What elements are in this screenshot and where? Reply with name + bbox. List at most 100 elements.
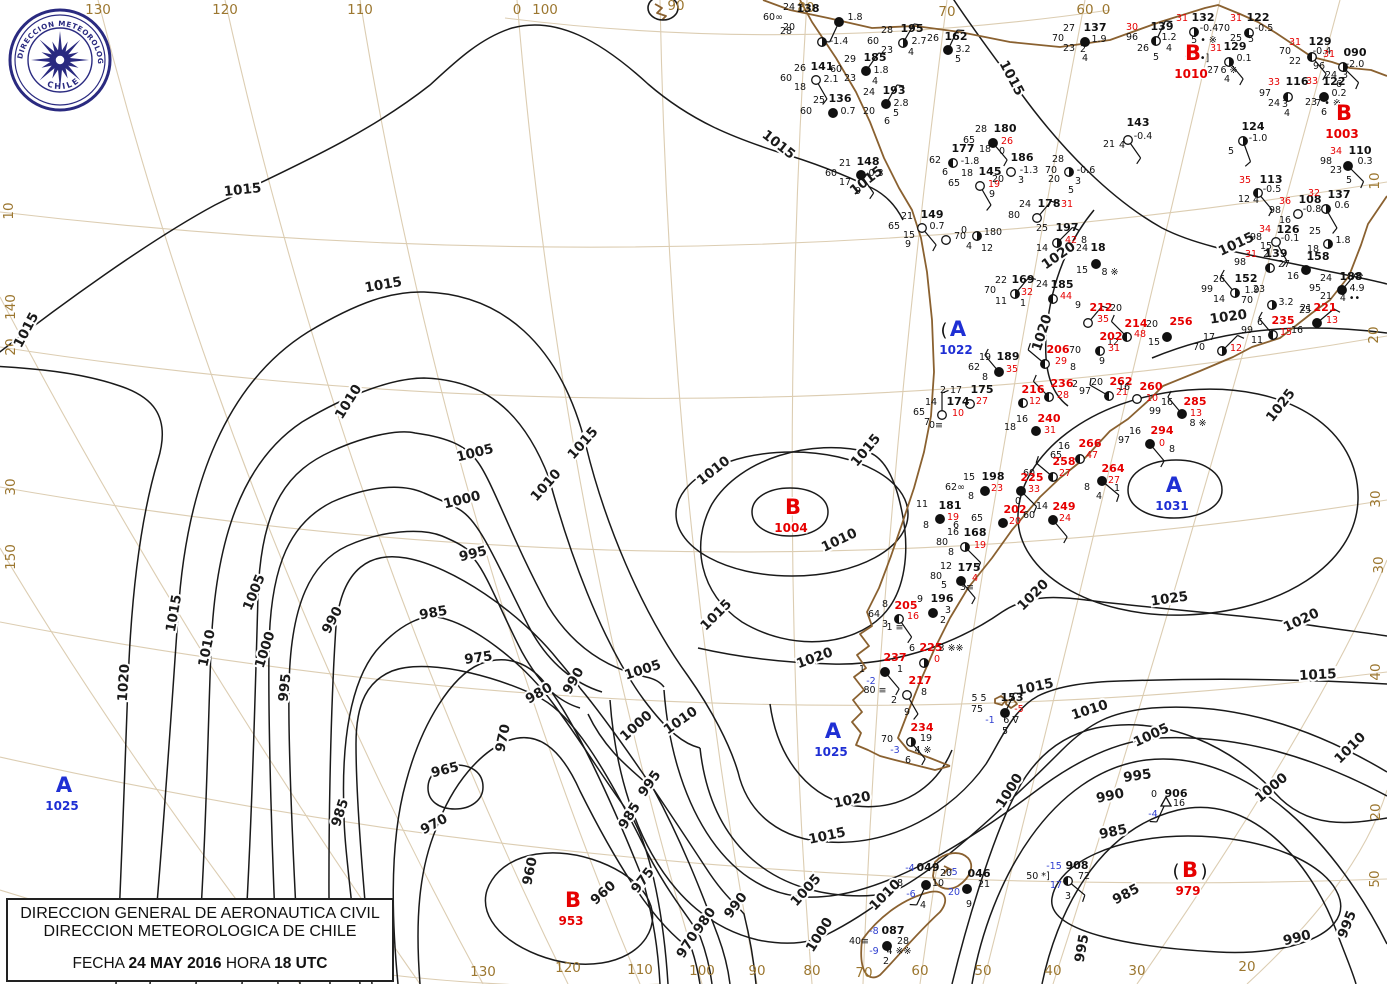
- station-value-label: 23: [1063, 43, 1075, 54]
- isobar-label: 985: [328, 797, 352, 829]
- isobar-label: 1005: [622, 657, 663, 684]
- pressure-center-b-1004: B 1004: [773, 494, 809, 537]
- station-value-label: 21: [978, 879, 990, 890]
- station-half-fill: [1048, 294, 1053, 304]
- station-plot: 124-1.0 5: [1228, 120, 1267, 167]
- station-value-label: 70: [881, 734, 893, 745]
- station-value-label: 4: [1253, 195, 1259, 206]
- station-half-fill: [1326, 204, 1331, 214]
- station-value-label: 10: [1146, 393, 1158, 404]
- grid-label: 150: [3, 544, 19, 570]
- pressure-center-a-1022: (A 1022: [938, 316, 974, 359]
- station-value-label: 180: [984, 227, 1002, 238]
- logo-sun-star-icon: [31, 31, 89, 89]
- station-value-label: 25: [813, 95, 825, 106]
- station-half-fill: [977, 231, 982, 241]
- station-value-label: -3: [890, 745, 899, 756]
- station-circle-marker: [1031, 426, 1041, 436]
- station-value-label: 174: [947, 395, 970, 408]
- isobar-path: [700, 446, 907, 643]
- station-value-label: 205: [895, 599, 918, 612]
- station-half-fill: [965, 542, 970, 552]
- isobar-label: 990: [319, 604, 346, 636]
- station-value-label: 8: [982, 372, 988, 383]
- isobar-path: [751, 487, 829, 537]
- station-value-label: 16: [1291, 325, 1303, 336]
- isobar-label: 1020: [1281, 605, 1322, 635]
- wind-barb-tick: [1050, 200, 1058, 204]
- station-value-label: 44: [1060, 291, 1072, 302]
- pressure-center-value: 1025: [814, 745, 847, 759]
- station-value-label: 5: [941, 580, 947, 591]
- station-half-fill: [1075, 454, 1080, 464]
- station-value-label: 8 ※: [1189, 418, 1206, 429]
- station-half-fill: [1048, 472, 1053, 482]
- station-value-label: 32: [1021, 287, 1033, 298]
- isobar-label: 985: [615, 800, 644, 832]
- station-value-label: 0.2: [1331, 88, 1346, 99]
- station-half-fill: [1063, 876, 1068, 886]
- coast-south-america-east: [897, 195, 1387, 767]
- galapagos-circle-icon: [647, 0, 679, 21]
- station-value-label: 14: [1036, 243, 1048, 254]
- isobar-path: [417, 736, 701, 984]
- station-value-label: 139: [1265, 247, 1288, 260]
- station-circle-marker: [1083, 318, 1093, 328]
- pressure-center-letter: B: [1182, 858, 1198, 882]
- isobar-path: [675, 451, 909, 577]
- station-value-label: 5: [1153, 52, 1159, 63]
- station-value-label: 4: [1096, 491, 1102, 502]
- station-value-label: 28: [1057, 390, 1069, 401]
- station-value-label: 148: [857, 155, 880, 168]
- isobar-label: 1010: [332, 382, 365, 422]
- station-circle-marker: [1032, 213, 1042, 223]
- station-circle-marker: [1091, 259, 1101, 269]
- wind-barb-tick: [1160, 460, 1165, 468]
- isobar-path: [195, 377, 701, 984]
- station-circle-marker: [902, 690, 912, 700]
- station-value-label: 2: [940, 385, 946, 396]
- station-value-label: 16: [1173, 798, 1185, 809]
- station-value-label: 113: [1260, 173, 1283, 186]
- station-value-label: 15: [963, 472, 975, 483]
- grid-label: 10: [1, 202, 17, 219]
- station-half-fill: [1265, 263, 1270, 273]
- station-value-label: 23: [1330, 165, 1342, 176]
- station-value-label: 2.7: [911, 36, 926, 47]
- station-value-label: 97: [1259, 88, 1271, 99]
- station-value-label: 2: [883, 956, 889, 967]
- station-value-label: 80 ≡: [863, 685, 886, 696]
- station-value-label: 18: [1307, 244, 1319, 255]
- coast-galapagos: [654, 3, 667, 21]
- station-value-label: 95: [1309, 283, 1321, 294]
- wind-barb-tick: [941, 389, 949, 394]
- station-half-fill: [1044, 392, 1049, 402]
- wind-barb-tick: [1101, 305, 1109, 309]
- wind-barb-tick: [1035, 456, 1039, 464]
- grid-label: 110: [347, 2, 373, 18]
- wind-barb-tick: [1322, 73, 1327, 81]
- station-value-label: 26: [1137, 43, 1149, 54]
- isobar-label: 1010: [694, 453, 733, 489]
- station-value-label: 31: [1044, 425, 1056, 436]
- isobar-label: 1015: [759, 127, 798, 163]
- pressure-center-b-953: B 953: [557, 887, 585, 930]
- station-circle-marker: [980, 486, 990, 496]
- isobar-label: 990: [1281, 927, 1312, 949]
- station-value-label: 65: [888, 221, 900, 232]
- station-value-label: 4: [1284, 108, 1290, 119]
- station-value-label: 3: [882, 619, 888, 630]
- station-value-label: 6: [909, 643, 915, 654]
- station-half-fill: [1069, 167, 1074, 177]
- station-value-label: 9: [905, 239, 911, 250]
